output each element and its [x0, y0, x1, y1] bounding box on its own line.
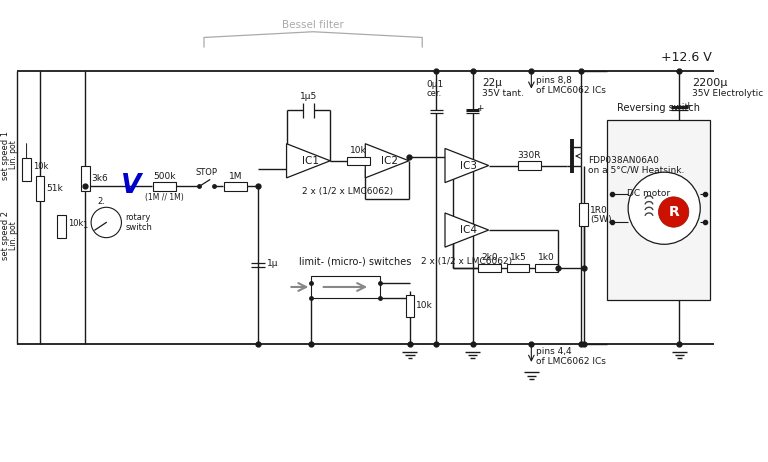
- Text: set speed 2: set speed 2: [2, 211, 10, 260]
- Bar: [478, 264, 501, 272]
- Text: (1M // 1M): (1M // 1M): [145, 193, 184, 202]
- Bar: [518, 161, 541, 170]
- Text: pins 4,4: pins 4,4: [536, 347, 571, 356]
- Bar: [347, 157, 370, 165]
- Bar: [406, 295, 414, 317]
- Text: FDP038AN06A0: FDP038AN06A0: [588, 156, 659, 165]
- Text: 1M: 1M: [229, 172, 242, 181]
- Text: 2200μ: 2200μ: [692, 78, 727, 88]
- Text: 22μ: 22μ: [482, 78, 502, 88]
- Bar: [579, 203, 588, 226]
- Text: on a 5°C/W Heatsink.: on a 5°C/W Heatsink.: [588, 166, 684, 175]
- Text: Bessel filter: Bessel filter: [282, 20, 344, 30]
- Text: R: R: [668, 205, 679, 219]
- Text: limit- (micro-) switches: limit- (micro-) switches: [299, 256, 411, 266]
- Text: 2 x (1/2 x LMC6062): 2 x (1/2 x LMC6062): [422, 256, 512, 266]
- Text: 1μ5: 1μ5: [300, 92, 317, 101]
- Text: V: V: [121, 173, 141, 200]
- Text: 1k0: 1k0: [538, 253, 555, 262]
- Text: +: +: [367, 147, 376, 157]
- Text: 2 x (1/2 x LMC6062): 2 x (1/2 x LMC6062): [302, 188, 393, 196]
- Text: Reversing switch: Reversing switch: [617, 103, 700, 113]
- Text: rotary
switch: rotary switch: [125, 213, 152, 232]
- Text: set speed 1: set speed 1: [2, 131, 10, 180]
- Text: 3k6: 3k6: [91, 174, 108, 183]
- Text: pins 8,8: pins 8,8: [536, 76, 572, 85]
- Bar: [224, 182, 247, 191]
- Text: IC3: IC3: [460, 160, 477, 170]
- Text: IC4: IC4: [460, 225, 477, 235]
- Text: cer.: cer.: [427, 89, 442, 97]
- Polygon shape: [366, 144, 409, 178]
- Bar: [22, 158, 31, 181]
- Text: 1R0: 1R0: [590, 206, 608, 215]
- Polygon shape: [445, 213, 488, 247]
- Text: of LMC6062 ICs: of LMC6062 ICs: [536, 86, 606, 95]
- Circle shape: [658, 197, 689, 227]
- Text: −: −: [447, 217, 456, 226]
- Text: 2k0: 2k0: [482, 253, 498, 262]
- Bar: [35, 176, 44, 201]
- Text: +: +: [476, 104, 484, 113]
- Polygon shape: [445, 148, 488, 182]
- Text: 330R: 330R: [518, 151, 541, 160]
- Text: 1μ: 1μ: [266, 259, 278, 268]
- Text: +12.6 V: +12.6 V: [661, 51, 712, 64]
- Text: STOP: STOP: [196, 168, 218, 177]
- Text: 35V Electrolytic: 35V Electrolytic: [692, 89, 763, 97]
- FancyBboxPatch shape: [607, 120, 710, 300]
- Text: +: +: [447, 234, 456, 243]
- Bar: [58, 215, 66, 237]
- Text: 10k: 10k: [33, 162, 48, 171]
- Text: 10k: 10k: [416, 302, 433, 310]
- Text: +: +: [684, 101, 692, 110]
- Polygon shape: [286, 144, 330, 178]
- Text: +: +: [447, 152, 456, 162]
- Circle shape: [628, 172, 700, 244]
- Text: 10k: 10k: [350, 146, 367, 155]
- Text: −: −: [447, 169, 456, 179]
- Bar: [535, 264, 558, 272]
- Text: 0μ1: 0μ1: [426, 80, 443, 89]
- Text: 10k: 10k: [68, 219, 84, 228]
- Text: of LMC6062 ICs: of LMC6062 ICs: [536, 358, 606, 366]
- Bar: [81, 166, 90, 191]
- Bar: [507, 264, 529, 272]
- Text: DC motor: DC motor: [627, 188, 670, 198]
- Text: IC2: IC2: [380, 156, 398, 166]
- Text: −: −: [289, 147, 298, 157]
- Text: 35V tant.: 35V tant.: [482, 89, 524, 97]
- Text: 2.: 2.: [98, 197, 105, 207]
- Text: 51k: 51k: [46, 184, 63, 193]
- Circle shape: [91, 207, 121, 237]
- Text: 500k: 500k: [153, 172, 175, 181]
- Text: IC1: IC1: [302, 156, 319, 166]
- Text: (5W): (5W): [590, 215, 612, 224]
- Text: +: +: [289, 164, 298, 174]
- Bar: [153, 182, 176, 191]
- Text: 1: 1: [82, 221, 88, 230]
- Text: Lin. pot: Lin. pot: [8, 221, 18, 250]
- Bar: [311, 276, 379, 298]
- Text: Lin. pot: Lin. pot: [8, 141, 18, 170]
- Text: 1k5: 1k5: [510, 253, 526, 262]
- Text: −: −: [367, 164, 376, 174]
